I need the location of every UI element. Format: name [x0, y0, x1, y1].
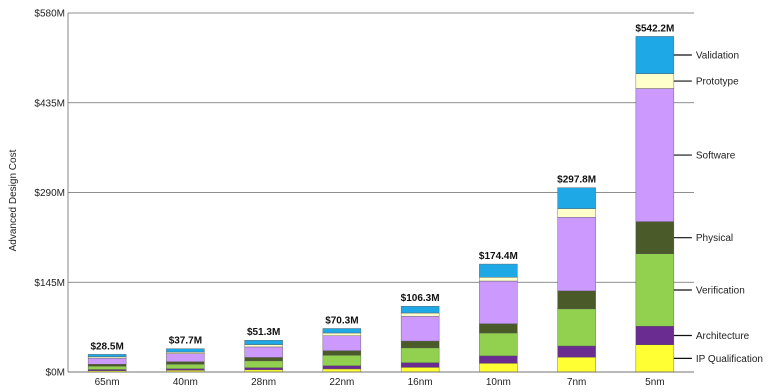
bar-segment-architecture	[400, 362, 440, 368]
x-axis: 65nm 40nm 28nm 22nm 16nm 10nm 7nm 5nm	[68, 371, 694, 388]
total-label: $542.2M	[635, 23, 674, 34]
y-axis: $0M $145M $290M $435M $580M	[34, 9, 69, 379]
bar-segment-software	[479, 280, 518, 324]
bar-segment-prototype	[166, 351, 205, 354]
x-tick-label: 16nm	[408, 377, 433, 388]
bar-segment-prototype	[479, 277, 518, 282]
bar-segment-software	[322, 335, 362, 351]
bar-segment-verification	[400, 347, 440, 363]
x-tick-label: 22nm	[329, 377, 354, 388]
bar-segment-physical	[87, 364, 127, 367]
bar-segment-software	[635, 88, 675, 222]
x-tick-label: 10nm	[486, 377, 511, 388]
bar-segment-architecture	[479, 355, 518, 364]
total-label: $70.3M	[325, 315, 358, 326]
bar-segment-verification	[635, 253, 675, 327]
bar-segment-physical	[244, 357, 283, 362]
total-label: $51.3M	[247, 327, 280, 338]
bar-segment-validation	[322, 328, 362, 334]
bar-segment-physical	[400, 340, 440, 349]
gridlines	[68, 12, 694, 373]
legend: IP Qualification Architecture Verification…	[673, 51, 763, 365]
x-tick-label: 65nm	[95, 377, 120, 388]
bar-segment-software	[244, 346, 283, 358]
total-label: $28.5M	[90, 341, 123, 352]
bar-segment-architecture	[244, 367, 283, 371]
bar-segment-validation	[400, 306, 440, 314]
legend-entry: Physical	[696, 233, 733, 244]
x-tick-label: 7nm	[567, 377, 586, 388]
bar-segment-prototype	[322, 332, 362, 336]
bar-segment-software	[87, 357, 127, 365]
x-tick-label: 5nm	[645, 377, 664, 388]
bar-segment-physical	[557, 290, 596, 310]
bar-segment-verification	[166, 363, 205, 369]
bar-segment-validation	[557, 187, 596, 209]
x-tick-label: 28nm	[251, 377, 276, 388]
bar-segment-software	[166, 353, 205, 362]
bar-segment-validation	[244, 340, 283, 345]
bar-segment-architecture	[322, 365, 362, 370]
bar-segment-architecture	[557, 345, 596, 358]
legend-entry: Software	[696, 151, 736, 162]
bar-segment-prototype	[244, 344, 283, 348]
bar-segment-validation	[87, 354, 127, 358]
legend-entry: Prototype	[696, 77, 739, 88]
total-label: $37.7M	[169, 336, 202, 347]
bar-segment-prototype	[635, 73, 675, 89]
legend-entry: IP Qualification	[696, 354, 763, 365]
bar-segment-ip-qualification	[635, 344, 675, 373]
bar-segment-prototype	[400, 312, 440, 317]
bar-segment-physical	[166, 361, 205, 365]
bar-segment-architecture	[166, 368, 205, 371]
bar-segment-verification	[244, 360, 283, 368]
bar-segment-architecture	[635, 325, 675, 345]
bar-segment-ip-qualification	[557, 356, 596, 373]
y-tick-label: $290M	[34, 188, 65, 199]
bars	[87, 36, 675, 373]
legend-entry: Validation	[696, 51, 739, 62]
bar-segment-prototype	[557, 208, 596, 218]
y-tick-label: $0M	[46, 368, 65, 379]
bar-segment-physical	[322, 350, 362, 356]
x-tick-label: 40nm	[173, 377, 198, 388]
bar-segment-verification	[557, 308, 596, 347]
bar-segment-verification	[322, 355, 362, 367]
total-label: $174.4M	[479, 251, 518, 262]
bar-segment-verification	[479, 332, 518, 357]
bar-segment-physical	[635, 221, 675, 254]
y-axis-label: Advanced Design Cost	[8, 149, 19, 251]
bar-segment-software	[400, 316, 440, 342]
bar-segment-ip-qualification	[322, 368, 362, 373]
bar-segment-validation	[635, 36, 675, 74]
legend-entry: Architecture	[696, 331, 750, 342]
bar-segment-validation	[166, 348, 205, 353]
legend-entry: Verification	[696, 285, 745, 296]
y-tick-label: $435M	[34, 98, 65, 109]
y-tick-label: $580M	[34, 9, 65, 20]
bar-segment-validation	[479, 263, 518, 278]
y-tick-label: $145M	[34, 278, 65, 289]
bar-segment-ip-qualification	[479, 363, 518, 373]
bar-segment-software	[557, 217, 596, 292]
total-labels: $28.5M $37.7M $51.3M $70.3M $106.3M $174.4M $2…	[90, 23, 674, 352]
bar-segment-ip-qualification	[400, 367, 440, 373]
bar-segment-physical	[479, 323, 518, 334]
total-label: $297.8M	[557, 175, 596, 186]
bar-segment-verification	[87, 365, 127, 370]
total-label: $106.3M	[401, 293, 440, 304]
